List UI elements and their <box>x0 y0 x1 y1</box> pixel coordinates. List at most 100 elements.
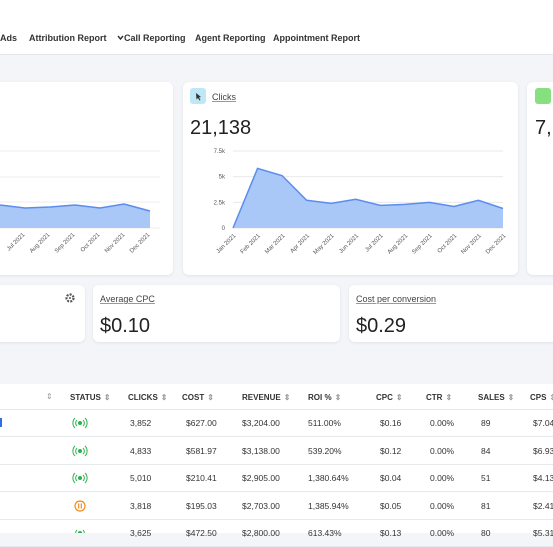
chevron <box>117 35 124 41</box>
cell: $2.41 <box>533 500 553 511</box>
column-header: COST <box>182 393 214 402</box>
column-header: CPC <box>376 393 403 402</box>
divider <box>0 491 553 492</box>
nav-item[interactable]: Appointment Report <box>273 33 360 43</box>
cell: $3,138.00 <box>242 445 280 456</box>
column-header: REVENUE <box>242 393 290 402</box>
x-tick-label: Nov 2021 <box>460 233 483 256</box>
cell: $2,800.00 <box>242 528 280 538</box>
divider <box>0 436 553 437</box>
stat-card <box>0 285 85 342</box>
cell: 3,852 <box>130 418 152 428</box>
cell: 539.20% <box>308 445 342 456</box>
top-nav: Ads Attribution Report Call Reporting Ag… <box>0 0 553 55</box>
cell: $195.03 <box>186 500 217 511</box>
stat-label: Average CPC <box>100 294 155 304</box>
clicks-chart: 0 2.5k 5k 7.5k Jan 2021 Feb 2021 Mar 2021 Apr 2… <box>214 149 508 256</box>
column-header: ROI % <box>308 393 341 402</box>
line <box>232 167 504 229</box>
column-header: CTR <box>426 393 452 402</box>
row-link[interactable] <box>0 418 2 427</box>
cell: 5,010 <box>130 473 152 483</box>
card-icon <box>535 88 551 104</box>
right-card: 7,1 <box>527 82 553 275</box>
cell: 3,625 <box>130 528 152 538</box>
x-tick-label: Feb 2021 <box>240 233 263 256</box>
cell: 511.00% <box>308 418 341 428</box>
x-tick-label: Oct 2021 <box>437 233 459 255</box>
cell: 1,380.64% <box>308 473 349 483</box>
divider <box>0 463 553 465</box>
card-label[interactable]: Clicks <box>212 92 236 102</box>
cell: $2,905.00 <box>242 473 280 483</box>
x-tick-label: May 2021 <box>313 233 336 256</box>
stat-value: $0.29 <box>356 315 407 337</box>
cell: 0.00% <box>430 445 455 456</box>
cell: $2,703.00 <box>242 500 280 511</box>
y-tick-label: 2.5k <box>214 200 226 206</box>
cell: 1,385.94% <box>308 500 349 511</box>
page: Ads Attribution Report Call Reporting Ag… <box>0 0 553 533</box>
nav-item[interactable]: Agent Reporting <box>195 33 266 43</box>
stat-value: $0.10 <box>100 315 151 337</box>
data-table <box>0 384 553 533</box>
x-tick-label: Dec 2021 <box>485 233 508 256</box>
column-header: CLICKS <box>128 393 167 402</box>
cell: $0.05 <box>380 500 402 511</box>
clicks-icon <box>190 88 206 104</box>
x-tick-label: Aug 2021 <box>29 232 52 255</box>
cell: $581.97 <box>186 445 217 456</box>
cell: $472.50 <box>186 528 217 538</box>
cell: 81 <box>481 500 491 511</box>
settings-icon[interactable] <box>65 293 75 303</box>
clicks-card: Clicks 21,138 0 2.5k 5k 7.5k Jan 2021 Feb 202… <box>183 82 518 275</box>
nav-item[interactable]: Ads <box>0 33 18 43</box>
cell: 51 <box>481 473 491 483</box>
x-tick-label: Apr 2021 <box>290 233 312 255</box>
cell: 84 <box>481 445 491 456</box>
divider <box>0 518 553 520</box>
stat-label: Cost per conversion <box>356 294 437 304</box>
y-tick-label: 5k <box>219 175 226 181</box>
cell: 0.00% <box>430 473 455 483</box>
x-tick-label: Oct 2021 <box>80 232 102 254</box>
x-tick-label: Jul 2021 <box>364 233 385 254</box>
x-tick-label: Aug 2021 <box>387 233 410 256</box>
cell: $6.93 <box>533 445 553 456</box>
sort-icon[interactable]: ⇕ <box>46 392 53 401</box>
stat-card: Cost per conversion $0.29 <box>349 285 553 342</box>
cell: 80 <box>481 528 491 538</box>
x-tick-label: Nov 2021 <box>104 232 127 255</box>
cell: $0.12 <box>380 445 402 456</box>
x-tick-label: Sep 2021 <box>411 233 434 256</box>
cell: $0.13 <box>380 528 402 538</box>
x-tick-label: Jun 2021 <box>338 233 360 255</box>
column-header: SALES <box>478 393 514 402</box>
area <box>233 168 503 228</box>
cell: $5.31 <box>533 528 553 538</box>
y-tick-label: 7.5k <box>214 149 226 155</box>
cell: 0.00% <box>430 500 455 511</box>
cell: 0.00% <box>430 418 455 428</box>
card-value: 21,138 <box>190 117 252 139</box>
cell: $7.04 <box>533 418 553 428</box>
y-tick-label: 0 <box>222 226 226 232</box>
nav-item[interactable]: Attribution Report <box>29 33 107 43</box>
x-tick-label: Jul 2021 <box>6 232 27 253</box>
x-tick-label: Dec 2021 <box>129 232 152 255</box>
column-header: STATUS <box>70 393 111 402</box>
x-tick-label: Jun 2021 <box>0 232 2 254</box>
cell: 3,818 <box>130 500 152 511</box>
stat-card: Average CPC $0.10 <box>93 285 340 342</box>
cell: 0.00% <box>430 528 455 538</box>
cell: $0.16 <box>380 418 402 428</box>
nav-item[interactable]: Call Reporting <box>124 33 186 43</box>
x-tick-label: Jan 2021 <box>216 233 238 255</box>
x-tick-label: Sep 2021 <box>54 232 77 255</box>
cell: $0.04 <box>380 473 402 483</box>
cell: $4.13 <box>533 473 553 483</box>
card-value: 7,1 <box>535 117 553 139</box>
cell: $210.41 <box>186 473 217 483</box>
cell: $3,204.00 <box>242 418 280 428</box>
